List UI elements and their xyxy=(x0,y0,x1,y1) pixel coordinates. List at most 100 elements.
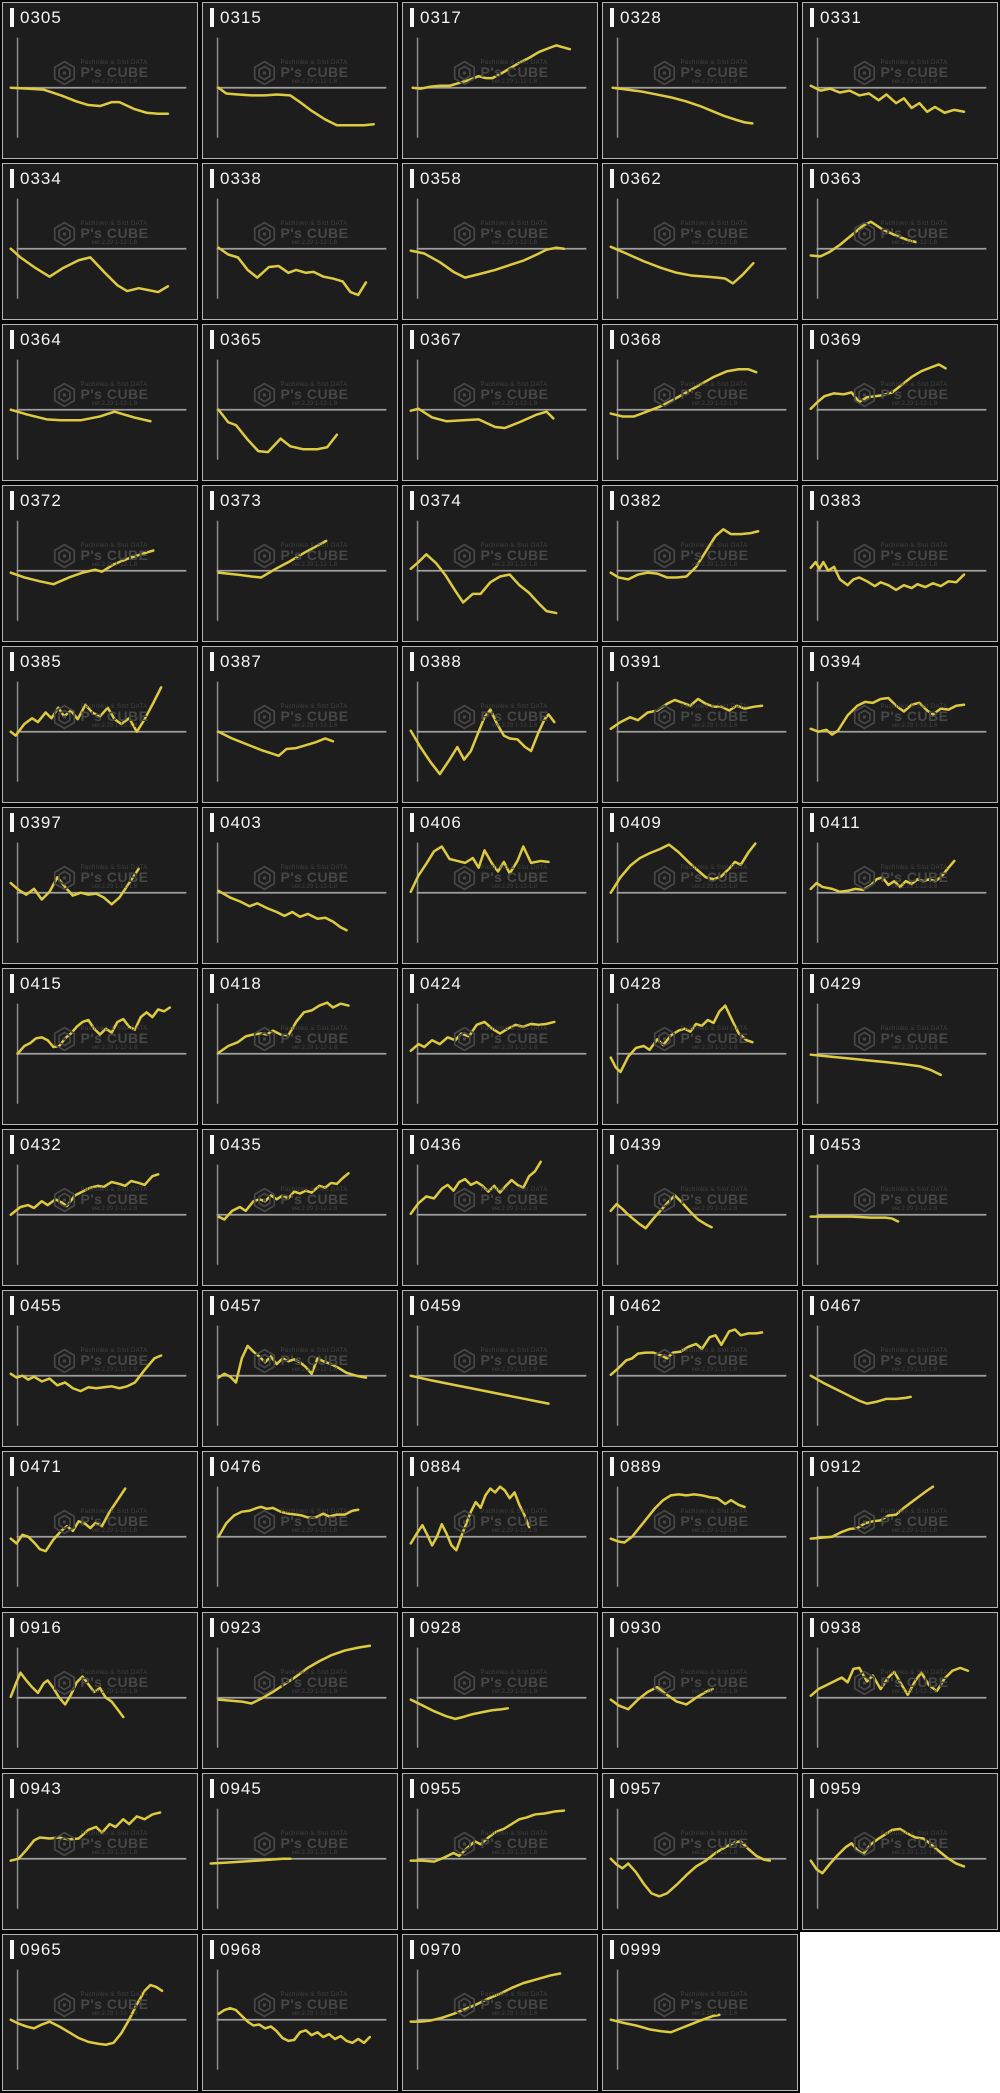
chart-panel[interactable]: Pachinko & Slot DATA P's CUBE ver.2.29 1… xyxy=(2,1290,198,1447)
chart-panel-cell: Pachinko & Slot DATA P's CUBE ver.2.29 1… xyxy=(200,483,400,644)
sparkline-chart xyxy=(216,1486,387,1587)
series-line xyxy=(217,1644,372,1705)
chart-panel[interactable]: Pachinko & Slot DATA P's CUBE ver.2.29 1… xyxy=(202,646,398,803)
chart-panel[interactable]: Pachinko & Slot DATA P's CUBE ver.2.29 1… xyxy=(402,2,598,159)
panel-id-label: 0435 xyxy=(220,1135,262,1154)
chart-panel[interactable]: Pachinko & Slot DATA P's CUBE ver.2.29 1… xyxy=(2,1129,198,1286)
chart-panel[interactable]: Pachinko & Slot DATA P's CUBE ver.2.29 1… xyxy=(2,485,198,642)
chart-panel[interactable]: Pachinko & Slot DATA P's CUBE ver.2.29 1… xyxy=(202,1773,398,1930)
chart-panel[interactable]: Pachinko & Slot DATA P's CUBE ver.2.29 1… xyxy=(402,163,598,320)
chart-panel[interactable]: Pachinko & Slot DATA P's CUBE ver.2.29 1… xyxy=(202,1612,398,1769)
chart-panel[interactable]: Pachinko & Slot DATA P's CUBE ver.2.29 1… xyxy=(402,807,598,964)
chart-panel[interactable]: Pachinko & Slot DATA P's CUBE ver.2.29 1… xyxy=(402,1290,598,1447)
chart-panel[interactable]: Pachinko & Slot DATA P's CUBE ver.2.29 1… xyxy=(802,807,998,964)
chart-panel[interactable]: Pachinko & Slot DATA P's CUBE ver.2.29 1… xyxy=(202,485,398,642)
panel-id-label: 0364 xyxy=(20,330,62,349)
chart-panel[interactable]: Pachinko & Slot DATA P's CUBE ver.2.29 1… xyxy=(802,163,998,320)
series-line xyxy=(9,247,170,294)
chart-panel-cell: Pachinko & Slot DATA P's CUBE ver.2.29 1… xyxy=(600,1771,800,1932)
chart-panel[interactable]: Pachinko & Slot DATA P's CUBE ver.2.29 1… xyxy=(602,163,798,320)
panel-header: 0436 xyxy=(410,1135,462,1154)
chart-panel[interactable]: Pachinko & Slot DATA P's CUBE ver.2.29 1… xyxy=(602,807,798,964)
sparkline-chart xyxy=(9,1969,187,2070)
chart-panel[interactable]: Pachinko & Slot DATA P's CUBE ver.2.29 1… xyxy=(802,1129,998,1286)
chart-panel-cell: Pachinko & Slot DATA P's CUBE ver.2.29 1… xyxy=(0,644,200,805)
chart-panel[interactable]: Pachinko & Slot DATA P's CUBE ver.2.29 1… xyxy=(202,807,398,964)
chart-panel[interactable]: Pachinko & Slot DATA P's CUBE ver.2.29 1… xyxy=(802,1773,998,1930)
chart-panel[interactable]: Pachinko & Slot DATA P's CUBE ver.2.29 1… xyxy=(202,968,398,1125)
chart-panel[interactable]: Pachinko & Slot DATA P's CUBE ver.2.29 1… xyxy=(802,485,998,642)
chart-panel[interactable]: Pachinko & Slot DATA P's CUBE ver.2.29 1… xyxy=(602,1612,798,1769)
chart-panel[interactable]: Pachinko & Slot DATA P's CUBE ver.2.29 1… xyxy=(602,1451,798,1608)
chart-panel[interactable]: Pachinko & Slot DATA P's CUBE ver.2.29 1… xyxy=(202,163,398,320)
chart-panel[interactable]: Pachinko & Slot DATA P's CUBE ver.2.29 1… xyxy=(2,1451,198,1608)
panel-header: 0467 xyxy=(810,1296,862,1315)
panel-id-bar xyxy=(810,1135,814,1154)
chart-panel[interactable]: Pachinko & Slot DATA P's CUBE ver.2.29 1… xyxy=(602,968,798,1125)
chart-panel[interactable]: Pachinko & Slot DATA P's CUBE ver.2.29 1… xyxy=(2,163,198,320)
chart-panel[interactable]: Pachinko & Slot DATA P's CUBE ver.2.29 1… xyxy=(202,2,398,159)
chart-panel[interactable]: Pachinko & Slot DATA P's CUBE ver.2.29 1… xyxy=(602,2,798,159)
panel-header: 0943 xyxy=(10,1779,62,1798)
chart-panel-cell: Pachinko & Slot DATA P's CUBE ver.2.29 1… xyxy=(600,1610,800,1771)
chart-panel[interactable]: Pachinko & Slot DATA P's CUBE ver.2.29 1… xyxy=(202,324,398,481)
sparkline-chart xyxy=(809,842,987,943)
chart-panel[interactable]: Pachinko & Slot DATA P's CUBE ver.2.29 1… xyxy=(2,646,198,803)
series-line xyxy=(609,697,764,731)
chart-panel[interactable]: Pachinko & Slot DATA P's CUBE ver.2.29 1… xyxy=(602,324,798,481)
sparkline-chart xyxy=(409,198,587,299)
chart-panel[interactable]: Pachinko & Slot DATA P's CUBE ver.2.29 1… xyxy=(602,485,798,642)
chart-panel[interactable]: Pachinko & Slot DATA P's CUBE ver.2.29 1… xyxy=(2,1773,198,1930)
chart-panel[interactable]: Pachinko & Slot DATA P's CUBE ver.2.29 1… xyxy=(2,968,198,1125)
chart-panel[interactable]: Pachinko & Slot DATA P's CUBE ver.2.29 1… xyxy=(402,1451,598,1608)
chart-panel[interactable]: Pachinko & Slot DATA P's CUBE ver.2.29 1… xyxy=(402,1934,598,2091)
chart-panel[interactable]: Pachinko & Slot DATA P's CUBE ver.2.29 1… xyxy=(202,1290,398,1447)
chart-panel[interactable]: Pachinko & Slot DATA P's CUBE ver.2.29 1… xyxy=(402,968,598,1125)
series-line xyxy=(9,1354,163,1393)
chart-panel[interactable]: Pachinko & Slot DATA P's CUBE ver.2.29 1… xyxy=(802,1290,998,1447)
series-line xyxy=(809,1485,935,1540)
chart-panel[interactable]: Pachinko & Slot DATA P's CUBE ver.2.29 1… xyxy=(402,1773,598,1930)
panel-id-label: 0367 xyxy=(420,330,462,349)
chart-panel[interactable]: Pachinko & Slot DATA P's CUBE ver.2.29 1… xyxy=(2,2,198,159)
panel-id-label: 0369 xyxy=(820,330,862,349)
chart-panel[interactable]: Pachinko & Slot DATA P's CUBE ver.2.29 1… xyxy=(2,807,198,964)
panel-id-label: 0315 xyxy=(220,8,262,27)
chart-panel[interactable]: Pachinko & Slot DATA P's CUBE ver.2.29 1… xyxy=(402,324,598,481)
sparkline-chart xyxy=(409,359,587,460)
sparkline-chart xyxy=(409,1325,587,1426)
chart-panel[interactable]: Pachinko & Slot DATA P's CUBE ver.2.29 1… xyxy=(802,1612,998,1769)
series-line xyxy=(809,220,917,258)
chart-panel[interactable]: Pachinko & Slot DATA P's CUBE ver.2.29 1… xyxy=(202,1934,398,2091)
panel-id-bar xyxy=(10,169,14,188)
sparkline-chart xyxy=(9,1325,187,1426)
chart-panel[interactable]: Pachinko & Slot DATA P's CUBE ver.2.29 1… xyxy=(602,1290,798,1447)
chart-panel[interactable]: Pachinko & Slot DATA P's CUBE ver.2.29 1… xyxy=(2,1934,198,2091)
chart-panel[interactable]: Pachinko & Slot DATA P's CUBE ver.2.29 1… xyxy=(2,1612,198,1769)
chart-panel[interactable]: Pachinko & Slot DATA P's CUBE ver.2.29 1… xyxy=(2,324,198,481)
chart-panel[interactable]: Pachinko & Slot DATA P's CUBE ver.2.29 1… xyxy=(402,1612,598,1769)
panel-id-label: 0317 xyxy=(420,8,462,27)
panel-id-bar xyxy=(410,652,414,671)
sparkline-chart xyxy=(411,37,587,138)
chart-panel[interactable]: Pachinko & Slot DATA P's CUBE ver.2.29 1… xyxy=(202,1451,398,1608)
chart-panel[interactable]: Pachinko & Slot DATA P's CUBE ver.2.29 1… xyxy=(802,2,998,159)
panel-id-label: 0388 xyxy=(420,652,462,671)
chart-panel[interactable]: Pachinko & Slot DATA P's CUBE ver.2.29 1… xyxy=(202,1129,398,1286)
chart-panel[interactable]: Pachinko & Slot DATA P's CUBE ver.2.29 1… xyxy=(802,968,998,1125)
panel-header: 0369 xyxy=(810,330,862,349)
chart-panel[interactable]: Pachinko & Slot DATA P's CUBE ver.2.29 1… xyxy=(602,646,798,803)
chart-panel[interactable]: Pachinko & Slot DATA P's CUBE ver.2.29 1… xyxy=(802,1451,998,1608)
chart-panel[interactable]: Pachinko & Slot DATA P's CUBE ver.2.29 1… xyxy=(802,646,998,803)
panel-id-label: 0406 xyxy=(420,813,462,832)
chart-panel[interactable]: Pachinko & Slot DATA P's CUBE ver.2.29 1… xyxy=(402,646,598,803)
panel-header: 0363 xyxy=(810,169,862,188)
chart-panel[interactable]: Pachinko & Slot DATA P's CUBE ver.2.29 1… xyxy=(402,1129,598,1286)
chart-panel[interactable]: Pachinko & Slot DATA P's CUBE ver.2.29 1… xyxy=(402,485,598,642)
panel-header: 0387 xyxy=(210,652,262,671)
chart-panel[interactable]: Pachinko & Slot DATA P's CUBE ver.2.29 1… xyxy=(602,1773,798,1930)
chart-panel[interactable]: Pachinko & Slot DATA P's CUBE ver.2.29 1… xyxy=(602,1129,798,1286)
chart-panel[interactable]: Pachinko & Slot DATA P's CUBE ver.2.29 1… xyxy=(802,324,998,481)
sparkline-chart xyxy=(9,37,187,138)
chart-panel[interactable]: Pachinko & Slot DATA P's CUBE ver.2.29 1… xyxy=(602,1934,798,2091)
